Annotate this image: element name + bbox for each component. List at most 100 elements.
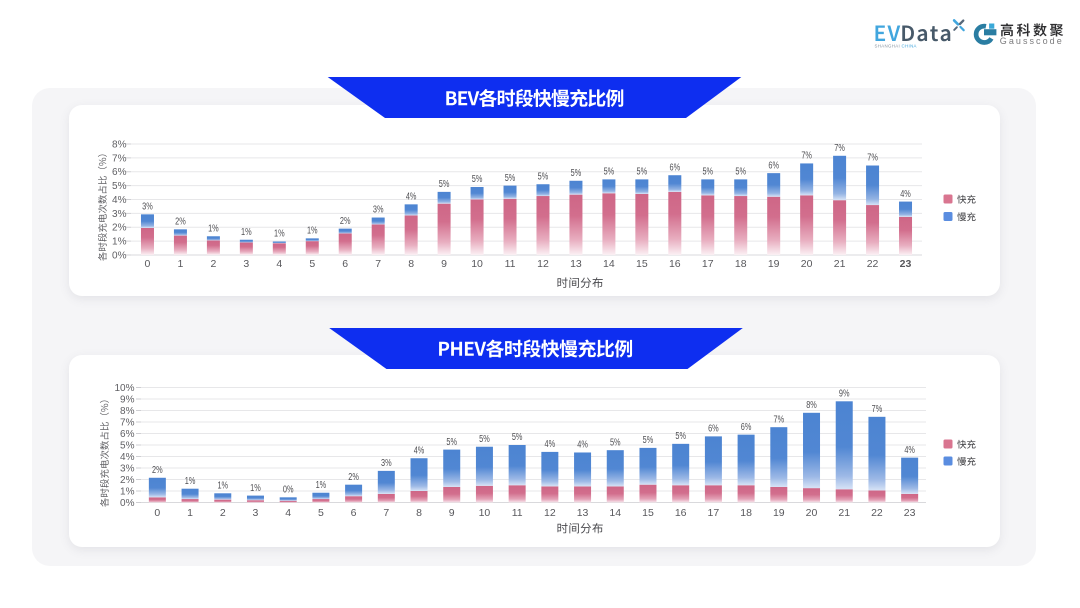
svg-text:5%: 5% — [604, 167, 615, 178]
svg-text:SHANGHAI CHINA: SHANGHAI CHINA — [875, 44, 917, 49]
svg-text:6%: 6% — [768, 160, 779, 171]
svg-text:4%: 4% — [904, 445, 915, 456]
svg-text:7%: 7% — [112, 153, 127, 164]
svg-text:9: 9 — [441, 258, 447, 270]
svg-text:1%: 1% — [120, 486, 135, 497]
svg-text:5%: 5% — [675, 431, 686, 442]
svg-text:16: 16 — [669, 258, 681, 270]
svg-text:5%: 5% — [538, 171, 549, 182]
svg-text:2%: 2% — [152, 465, 163, 476]
svg-text:6%: 6% — [670, 162, 681, 173]
svg-text:4%: 4% — [112, 195, 127, 206]
svg-text:2: 2 — [210, 258, 216, 270]
svg-text:5%: 5% — [112, 181, 127, 192]
svg-text:22: 22 — [867, 258, 879, 270]
svg-text:3%: 3% — [373, 205, 384, 216]
svg-text:8%: 8% — [120, 406, 135, 417]
svg-text:5%: 5% — [505, 173, 516, 184]
svg-text:5: 5 — [318, 507, 324, 519]
svg-text:7%: 7% — [872, 404, 883, 415]
svg-text:1%: 1% — [112, 237, 127, 248]
svg-text:4%: 4% — [120, 452, 135, 463]
svg-text:18: 18 — [740, 507, 752, 519]
svg-text:13: 13 — [577, 507, 589, 519]
svg-text:5%: 5% — [702, 167, 713, 178]
svg-text:12: 12 — [544, 507, 556, 519]
svg-text:14: 14 — [603, 258, 615, 270]
svg-text:12: 12 — [537, 258, 549, 270]
svg-text:6: 6 — [342, 258, 348, 270]
svg-text:5%: 5% — [120, 440, 135, 451]
svg-text:10: 10 — [471, 258, 483, 270]
svg-text:1: 1 — [187, 507, 193, 519]
svg-text:3%: 3% — [381, 458, 392, 469]
svg-text:20: 20 — [806, 507, 818, 519]
svg-text:8: 8 — [416, 507, 422, 519]
svg-text:Gausscode: Gausscode — [1000, 36, 1064, 46]
svg-text:5%: 5% — [439, 179, 450, 190]
svg-text:4%: 4% — [406, 192, 417, 203]
svg-text:4%: 4% — [900, 189, 911, 200]
svg-text:5%: 5% — [446, 437, 457, 448]
svg-text:23: 23 — [900, 258, 912, 270]
svg-text:0: 0 — [154, 507, 160, 519]
svg-text:7%: 7% — [867, 153, 878, 164]
svg-text:21: 21 — [838, 507, 850, 519]
svg-text:4: 4 — [276, 258, 282, 270]
svg-text:8: 8 — [408, 258, 414, 270]
svg-text:22: 22 — [871, 507, 883, 519]
svg-text:3: 3 — [243, 258, 249, 270]
svg-text:17: 17 — [708, 507, 720, 519]
svg-text:2%: 2% — [112, 223, 127, 234]
svg-text:15: 15 — [642, 507, 654, 519]
svg-text:8%: 8% — [806, 400, 817, 411]
svg-text:2%: 2% — [340, 216, 351, 227]
svg-text:6: 6 — [351, 507, 357, 519]
svg-text:6%: 6% — [741, 422, 752, 433]
svg-text:19: 19 — [773, 507, 785, 519]
svg-text:0%: 0% — [112, 250, 127, 261]
svg-text:7: 7 — [383, 507, 389, 519]
svg-text:5%: 5% — [643, 435, 654, 446]
svg-text:5%: 5% — [472, 174, 483, 185]
svg-text:13: 13 — [570, 258, 582, 270]
svg-text:9%: 9% — [120, 394, 135, 405]
svg-text:19: 19 — [768, 258, 780, 270]
svg-text:11: 11 — [505, 258, 516, 270]
svg-text:4%: 4% — [545, 439, 556, 450]
svg-text:5%: 5% — [637, 167, 648, 178]
svg-text:6%: 6% — [120, 429, 135, 440]
svg-text:0%: 0% — [120, 498, 135, 509]
svg-text:5: 5 — [309, 258, 315, 270]
svg-text:8%: 8% — [112, 139, 127, 150]
svg-text:7: 7 — [375, 258, 381, 270]
svg-text:1: 1 — [178, 258, 184, 270]
svg-text:21: 21 — [834, 258, 846, 270]
svg-text:3%: 3% — [142, 202, 153, 213]
svg-text:10: 10 — [479, 507, 491, 519]
svg-text:1%: 1% — [316, 480, 327, 491]
svg-text:2%: 2% — [120, 475, 135, 486]
svg-text:1%: 1% — [307, 226, 318, 237]
svg-text:5%: 5% — [571, 168, 582, 179]
svg-text:7%: 7% — [834, 143, 845, 154]
svg-text:4: 4 — [285, 507, 291, 519]
svg-text:2%: 2% — [348, 472, 359, 483]
svg-text:7%: 7% — [774, 414, 785, 425]
svg-text:0%: 0% — [283, 485, 294, 496]
svg-text:5%: 5% — [512, 432, 523, 443]
svg-text:14: 14 — [609, 507, 621, 519]
svg-text:3%: 3% — [112, 209, 127, 220]
svg-text:6%: 6% — [708, 424, 719, 435]
svg-text:4%: 4% — [577, 440, 588, 451]
svg-text:9%: 9% — [839, 389, 850, 400]
svg-text:1%: 1% — [241, 227, 252, 238]
svg-text:9: 9 — [449, 507, 455, 519]
svg-text:4%: 4% — [414, 445, 425, 456]
svg-text:20: 20 — [801, 258, 813, 270]
svg-text:5%: 5% — [479, 434, 490, 445]
svg-text:3: 3 — [253, 507, 259, 519]
svg-text:6%: 6% — [112, 167, 127, 178]
svg-text:23: 23 — [904, 507, 916, 519]
svg-text:5%: 5% — [610, 437, 621, 448]
